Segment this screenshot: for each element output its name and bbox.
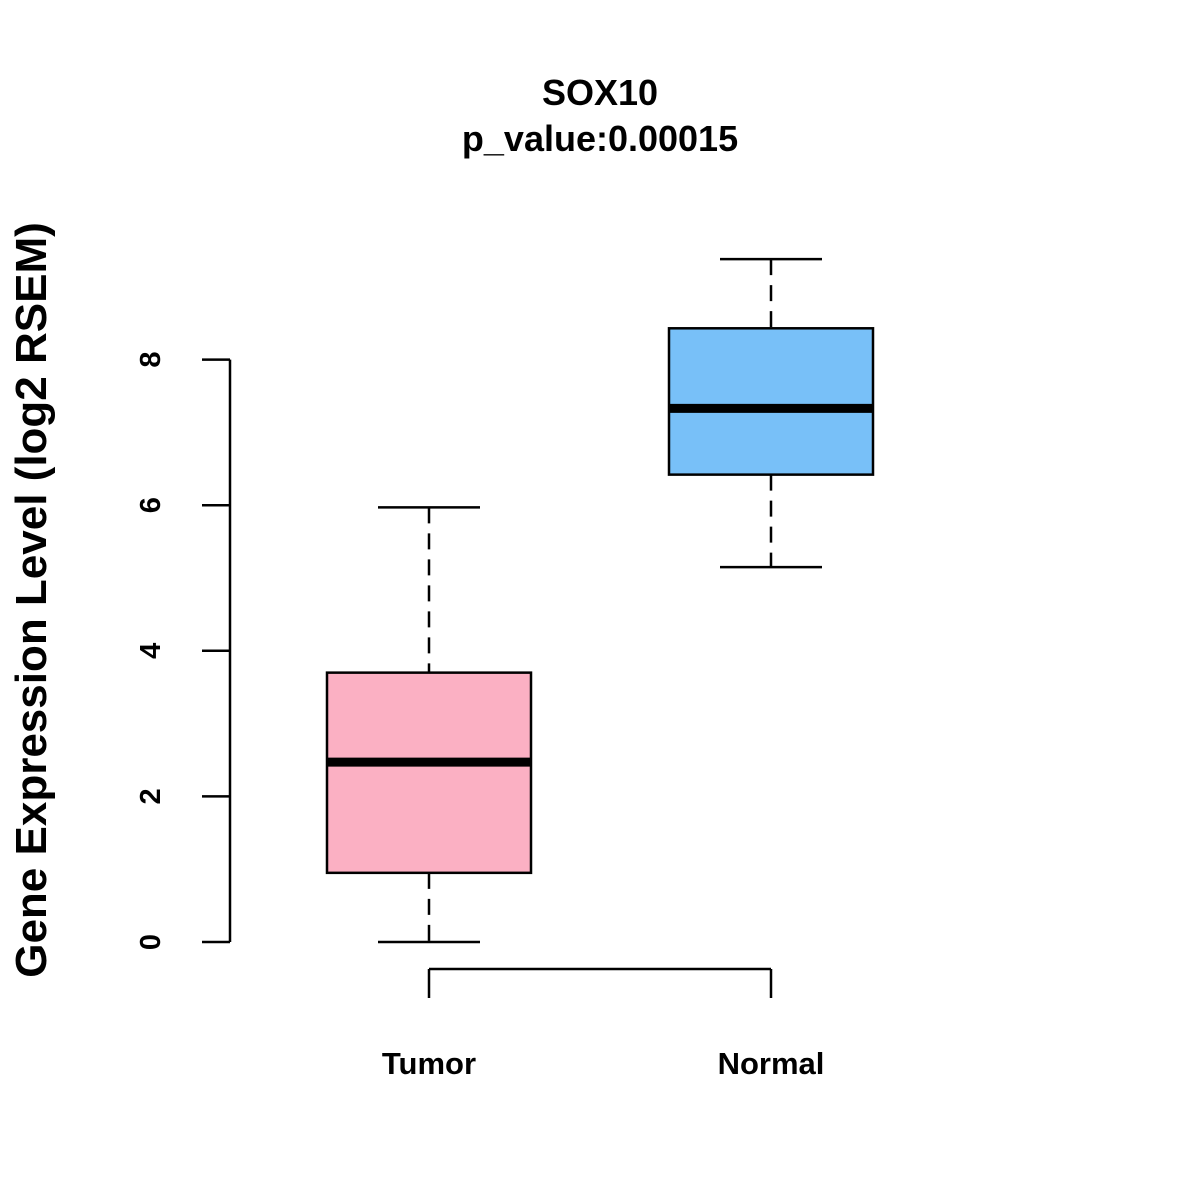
x-tick-label: Normal	[718, 1046, 825, 1081]
x-axis: Tumor Normal	[382, 967, 825, 1081]
boxes	[325, 257, 875, 944]
y-axis: 0 2 4 6 8	[135, 352, 232, 950]
x-tick-label: Tumor	[382, 1046, 476, 1081]
y-tick-label: 6	[135, 497, 167, 513]
y-tick-label: 8	[135, 352, 167, 368]
y-tick-label: 2	[135, 788, 167, 804]
iqr-box	[325, 671, 533, 875]
chart-title: SOX10	[542, 72, 658, 113]
y-tick-label: 4	[135, 643, 167, 659]
iqr-box	[667, 327, 875, 476]
box-group-normal	[667, 257, 875, 569]
chart-subtitle: p_value:0.00015	[462, 118, 738, 159]
box-group-tumor	[325, 506, 533, 944]
y-axis-label: Gene Expression Level (log2 RSEM)	[7, 222, 56, 978]
y-tick-label: 0	[135, 934, 167, 950]
